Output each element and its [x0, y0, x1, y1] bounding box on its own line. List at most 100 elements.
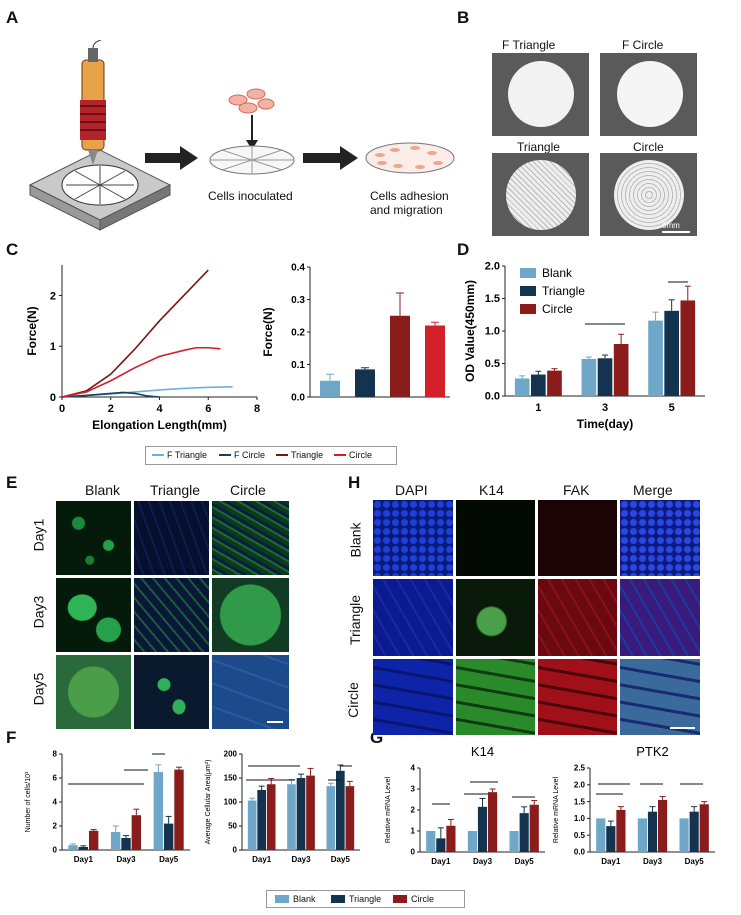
x-tick-label: Day1 — [431, 857, 451, 866]
e-img-triangle-day3 — [134, 578, 209, 652]
y-tick-label: 0.0 — [291, 392, 305, 403]
scale-5mm: 5mm — [662, 221, 680, 230]
bar-triangle-day1 — [436, 838, 446, 852]
bar-circle-day5 — [345, 786, 355, 850]
panel-label-a: A — [6, 8, 19, 27]
photo-f-circle — [600, 53, 697, 136]
chart-c-line: 0 1 2 0 2 4 6 8 Elongation Length(mm) Force(N) — [25, 265, 260, 432]
x-tick-label: 0 — [59, 403, 65, 415]
x-tick-label: Day5 — [515, 857, 535, 866]
adhesion-label-1: Cells adhesion — [370, 189, 449, 203]
bar-circle-3 — [613, 344, 629, 396]
line-circle — [61, 346, 221, 398]
h-row-triangle: Triangle — [347, 594, 364, 646]
y-tick-label: 1.0 — [574, 814, 586, 823]
e-img-circle-day5 — [212, 655, 289, 729]
bar-circle-day1 — [446, 825, 456, 852]
bar-triangle — [390, 315, 410, 397]
bar-triangle-day5 — [519, 813, 529, 852]
e-img-triangle-day5 — [134, 655, 209, 729]
chart-c-bar: 0.0 0.1 0.2 0.3 0.4 Force(N) — [261, 262, 450, 403]
bar-circle-day1 — [88, 830, 99, 850]
y-tick-label: 2.0 — [574, 780, 586, 789]
line-triangle — [61, 269, 209, 398]
scale-bar — [662, 231, 690, 233]
chart-g-ptk2: 0.0 0.5 1.0 1.5 2.0 2.5 Day1 Day3 Day5 Relative m… — [553, 744, 715, 866]
y-tick-label: 3 — [411, 785, 416, 794]
bar-blank-day1 — [68, 845, 78, 850]
adhesion-label-2: and migration — [370, 203, 443, 217]
e-col-blank: Blank — [85, 482, 121, 498]
bar-blank-day1 — [247, 800, 257, 850]
syringe-plunger — [88, 48, 98, 62]
chart-title: K14 — [471, 744, 494, 759]
e-img-blank-day1 — [56, 501, 131, 575]
x-tick-label: Day1 — [252, 855, 272, 864]
chart-f-area: 0 50 100 150 200 Day1 Day3 Day5 Average Cellular… — [205, 750, 360, 864]
chart-title: PTK2 — [636, 744, 669, 759]
y-axis-label: Number of cells/10³ — [25, 771, 32, 832]
y-tick-label: 0 — [411, 848, 416, 857]
bar-blank-day5 — [153, 772, 164, 850]
photo-triangle — [492, 153, 589, 236]
bar-blank-day5 — [326, 786, 336, 850]
h-img-blank-dapi — [373, 500, 453, 576]
x-tick-label: Day5 — [331, 855, 351, 864]
h-col-merge: Merge — [633, 482, 673, 498]
bar-blank-day5 — [509, 831, 519, 852]
bar-circle-day3 — [488, 792, 498, 852]
h-row-circle: Circle — [344, 682, 361, 718]
y-tick-label: 0.0 — [574, 848, 586, 857]
line-f-circle — [61, 391, 160, 398]
bar-triangle-1 — [531, 374, 546, 396]
y-axis-label: Average Cellular Area(μm²) — [205, 760, 212, 845]
chart-g-k14: 0 1 2 3 4 Day1 Day3 Day5 Relative mRNA Level K14 — [385, 744, 545, 866]
bar-circle-day1 — [266, 784, 276, 850]
y-tick-label: 1.5 — [574, 797, 586, 806]
bar-circle-day5 — [529, 804, 539, 852]
legend-c: F Triangle F Circle Triangle Circle — [145, 446, 397, 465]
b-label-triangle: Triangle — [517, 140, 560, 154]
y-tick-label: 2 — [411, 806, 416, 815]
x-tick-label: 6 — [205, 403, 211, 415]
legend-d-swatch-triangle — [520, 286, 536, 296]
bar-triangle-day1 — [606, 826, 616, 852]
y-tick-label: 1.5 — [485, 293, 500, 305]
legend-c-tri-swatch — [276, 454, 288, 456]
y-tick-label: 6 — [53, 774, 58, 783]
legend-c-tri: Triangle — [291, 450, 324, 460]
b-label-circle: Circle — [633, 140, 664, 154]
y-tick-label: 1 — [411, 827, 416, 836]
x-tick-label: 3 — [602, 402, 608, 414]
h-img-circle-merge — [620, 659, 700, 735]
y-tick-label: 0 — [53, 846, 58, 855]
h-col-dapi: DAPI — [395, 482, 428, 498]
h-scale-bar — [670, 727, 695, 729]
bar-blank-3 — [581, 358, 597, 396]
bar-circle-day3 — [306, 775, 315, 850]
bar-circle-day5 — [174, 769, 184, 850]
h-img-blank-k14 — [456, 500, 535, 576]
y-tick-label: 0.1 — [291, 360, 305, 371]
y-tick-label: 2.5 — [574, 764, 586, 773]
chart-f-cells: 0 2 4 6 8 Day1 Day3 Day5 Number of cells/10³ — [25, 750, 190, 864]
bar-triangle-3 — [597, 358, 613, 396]
y-tick-label: 200 — [224, 750, 238, 759]
h-img-blank-merge — [620, 500, 700, 576]
legend-c-fcirc: F Circle — [234, 450, 265, 460]
y-tick-label: 1 — [50, 341, 56, 353]
bar-triangle-day3 — [296, 778, 306, 850]
e-img-circle-day1 — [212, 501, 289, 575]
x-tick-label: 8 — [254, 403, 260, 415]
y-tick-label: 4 — [411, 764, 416, 773]
legend-fg-triangle: Triangle — [349, 894, 382, 904]
h-img-triangle-fak — [538, 579, 617, 656]
bar-circle-day5 — [699, 804, 709, 852]
h-img-circle-dapi — [373, 659, 453, 735]
migrated-cells — [375, 146, 443, 169]
legend-fg-blank: Blank — [293, 894, 316, 904]
photo-f-triangle — [492, 53, 589, 136]
h-img-triangle-dapi — [373, 579, 453, 656]
panel-label-f: F — [6, 728, 17, 747]
legend-c-fcirc-swatch — [219, 454, 231, 456]
